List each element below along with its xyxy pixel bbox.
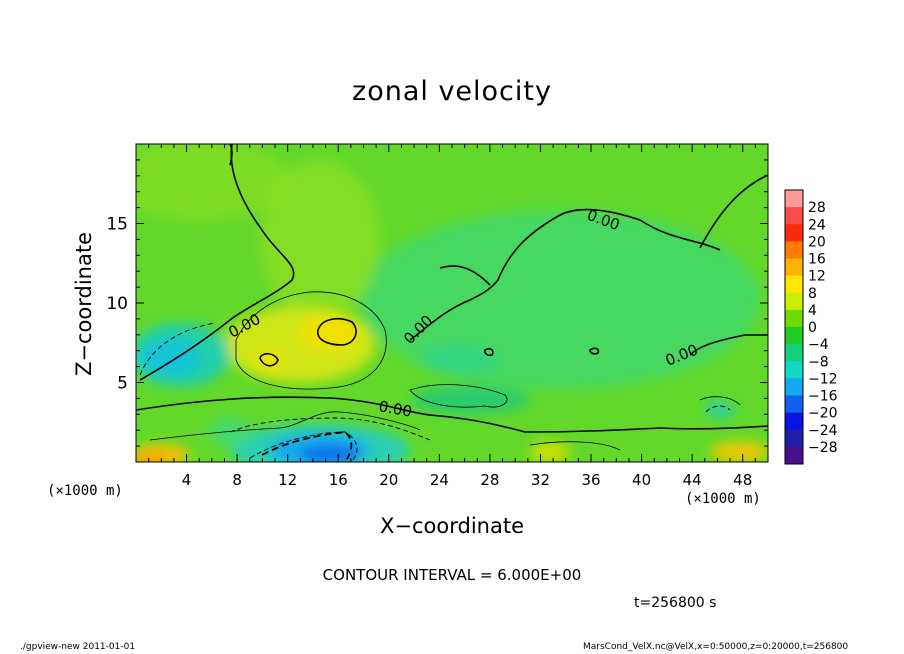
colorbar-label: 16 xyxy=(808,252,826,268)
time-label: t=256800 s xyxy=(634,595,717,611)
x-tick-label: 20 xyxy=(379,471,398,489)
colorbar-swatch xyxy=(785,309,803,328)
x-tick-label: 48 xyxy=(733,471,752,489)
x-ticks xyxy=(148,144,756,462)
chart-title: zonal velocity xyxy=(352,76,552,107)
colorbar-label: −28 xyxy=(808,440,838,456)
colorbar-label: 20 xyxy=(808,234,826,250)
x-tick-label: 28 xyxy=(480,471,499,489)
x-tick-label: 32 xyxy=(531,471,550,489)
colorbar-swatch xyxy=(785,275,803,294)
negative-contours xyxy=(139,322,731,462)
colorbar-label: −24 xyxy=(808,423,838,439)
colorbar-swatch xyxy=(785,361,803,379)
x-unit-left: (×1000 m) xyxy=(47,483,123,499)
colorbar-swatch xyxy=(785,429,803,448)
y-ticks xyxy=(136,159,768,447)
zero-contours xyxy=(136,144,768,433)
colorbar-label: 4 xyxy=(808,303,817,319)
colorbar-label: −8 xyxy=(808,354,829,370)
colorbar-label: 8 xyxy=(808,286,817,302)
x-tick-label: 4 xyxy=(182,471,192,489)
colorbar-label: −4 xyxy=(808,337,829,353)
colorbar-swatch xyxy=(785,395,803,414)
level-six-contours xyxy=(259,317,600,367)
colorbar-swatch xyxy=(785,190,803,208)
colorbar-label: 28 xyxy=(808,200,826,216)
contour-label-4: 0.00 xyxy=(377,397,413,421)
footer-left: ./gpview-new 2011-01-01 xyxy=(20,642,136,652)
colorbar-label: −20 xyxy=(808,406,838,422)
colorbar-swatch xyxy=(785,378,803,396)
y-tick-label: 15 xyxy=(106,215,128,235)
colorbar-swatch xyxy=(785,327,803,345)
colorbar-swatch xyxy=(785,241,803,259)
strong-negative-contour xyxy=(261,431,353,462)
x-tick-label: 24 xyxy=(430,471,449,489)
x-tick-labels: 4 8 12 16 20 24 28 32 36 40 44 48 xyxy=(182,471,752,489)
colorbar-label: 12 xyxy=(808,269,826,285)
colorbar-swatch xyxy=(785,258,803,277)
heatmap-field xyxy=(136,144,768,462)
colorbar-label: −16 xyxy=(808,389,838,405)
y-tick-label: 10 xyxy=(106,294,128,314)
colorbar-swatch xyxy=(785,207,803,225)
colorbar-swatch xyxy=(785,292,803,311)
colorbar-label: −12 xyxy=(808,371,838,387)
colorbar-swatch xyxy=(785,224,803,242)
x-tick-label: 16 xyxy=(329,471,348,489)
x-tick-label: 44 xyxy=(683,471,702,489)
x-axis-label: X−coordinate xyxy=(380,514,524,538)
y-tick-labels: 5 10 15 xyxy=(106,215,128,394)
y-axis-label: Z−coordinate xyxy=(72,232,96,376)
y-tick-label: 5 xyxy=(117,374,128,394)
colorbar-label: 24 xyxy=(808,217,826,233)
x-tick-label: 40 xyxy=(632,471,651,489)
colorbar-frame xyxy=(784,189,804,465)
x-tick-label: 36 xyxy=(581,471,600,489)
colorbar-swatch xyxy=(785,446,803,465)
colorbar-swatch xyxy=(785,412,803,431)
x-tick-label: 8 xyxy=(232,471,242,489)
interval-contours xyxy=(149,291,741,451)
x-unit-right: (×1000 m) xyxy=(685,491,761,507)
x-tick-label: 12 xyxy=(278,471,297,489)
footer-right: MarsCond_VelX.nc@VelX,x=0:50000,z=0:2000… xyxy=(583,642,849,652)
colorbar-label: 0 xyxy=(808,320,817,336)
contour-interval: CONTOUR INTERVAL = 6.000E+00 xyxy=(322,566,582,584)
colorbar-swatch xyxy=(785,344,803,362)
